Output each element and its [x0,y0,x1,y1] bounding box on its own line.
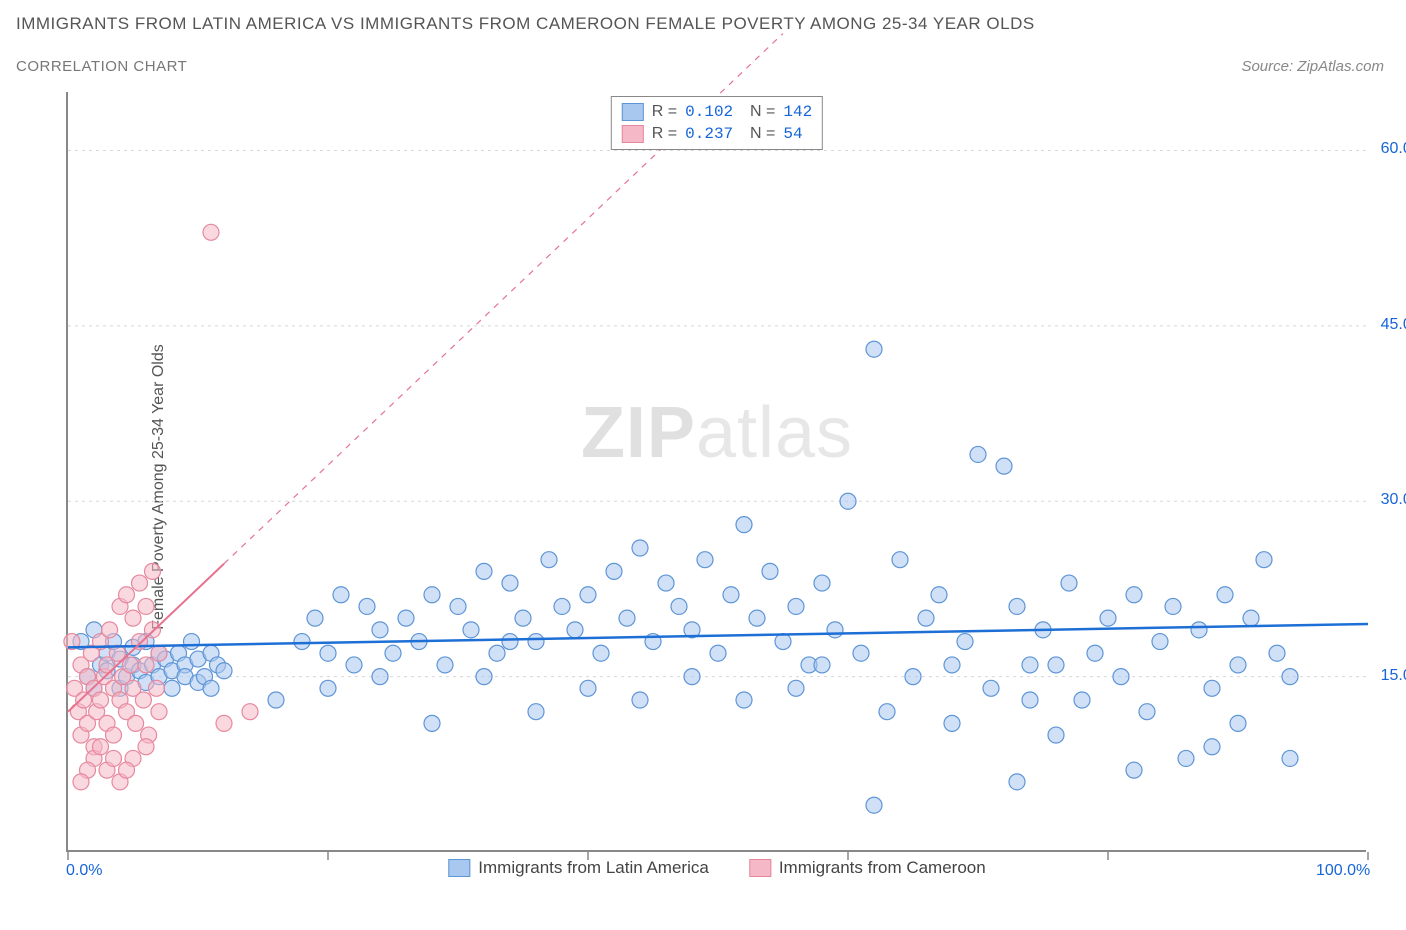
y-tick-label: 60.0% [1381,140,1406,158]
series-legend-item: Immigrants from Latin America [448,858,709,878]
legend-swatch-blue [448,859,470,877]
stats-legend-row: R = 0.237 N = 54 [622,123,812,145]
legend-n-label: N = [741,125,775,143]
series-legend-label: Immigrants from Cameroon [779,858,986,878]
legend-r-value: 0.237 [685,125,733,143]
scatter-plot-svg [68,92,1368,852]
chart-title: IMMIGRANTS FROM LATIN AMERICA VS IMMIGRA… [16,14,1035,34]
legend-swatch-pink [749,859,771,877]
series-legend-label: Immigrants from Latin America [478,858,709,878]
chart-subtitle: CORRELATION CHART [16,58,187,75]
x-tick-label: 100.0% [1316,862,1370,880]
y-tick-label: 15.0% [1381,667,1406,685]
y-tick-label: 30.0% [1381,491,1406,509]
legend-swatch-pink [622,125,644,143]
plot-area: ZIPatlas R = 0.102 N = 142 R = 0.237 N =… [66,92,1366,852]
legend-n-label: N = [741,103,775,121]
stats-legend-row: R = 0.102 N = 142 [622,101,812,123]
legend-r-label: R = [652,103,677,121]
chart-container: Female Poverty Among 25-34 Year Olds ZIP… [46,92,1386,882]
x-tick-label: 0.0% [66,862,102,880]
legend-r-value: 0.102 [685,103,733,121]
series-legend: Immigrants from Latin America Immigrants… [448,858,985,878]
legend-swatch-blue [622,103,644,121]
legend-r-label: R = [652,125,677,143]
y-tick-label: 45.0% [1381,316,1406,334]
source-attribution: Source: ZipAtlas.com [1241,58,1384,75]
legend-n-value: 142 [783,103,812,121]
stats-legend: R = 0.102 N = 142 R = 0.237 N = 54 [611,96,823,150]
legend-n-value: 54 [783,125,802,143]
series-legend-item: Immigrants from Cameroon [749,858,986,878]
